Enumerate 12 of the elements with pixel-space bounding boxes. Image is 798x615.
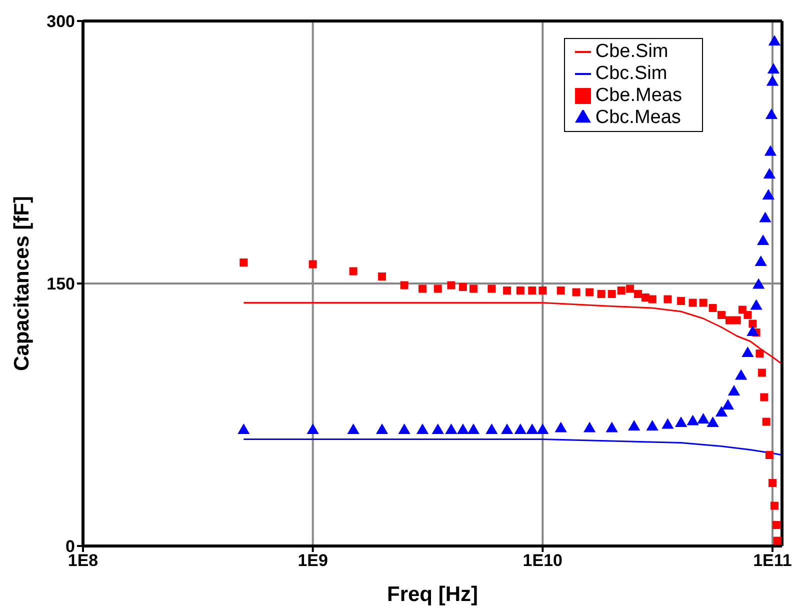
y-tick-label: 300	[46, 12, 75, 32]
y-tick-label: 150	[46, 274, 75, 294]
x-tick-label: 1E10	[522, 551, 563, 570]
x-tick-label: 1E8	[68, 551, 98, 570]
legend-label: Cbe.Sim	[595, 41, 668, 62]
x-tick-label: 1E9	[298, 551, 328, 570]
x-axis-title: Freq [Hz]	[387, 583, 478, 606]
legend-label: Cbc.Sim	[595, 63, 668, 84]
x-tick-label: 1E11	[753, 551, 792, 570]
legend-label: Cbe.Meas	[595, 85, 682, 106]
y-axis-title: Capacitances [fF]	[10, 196, 34, 372]
legend-label: Cbc.Meas	[595, 107, 681, 128]
